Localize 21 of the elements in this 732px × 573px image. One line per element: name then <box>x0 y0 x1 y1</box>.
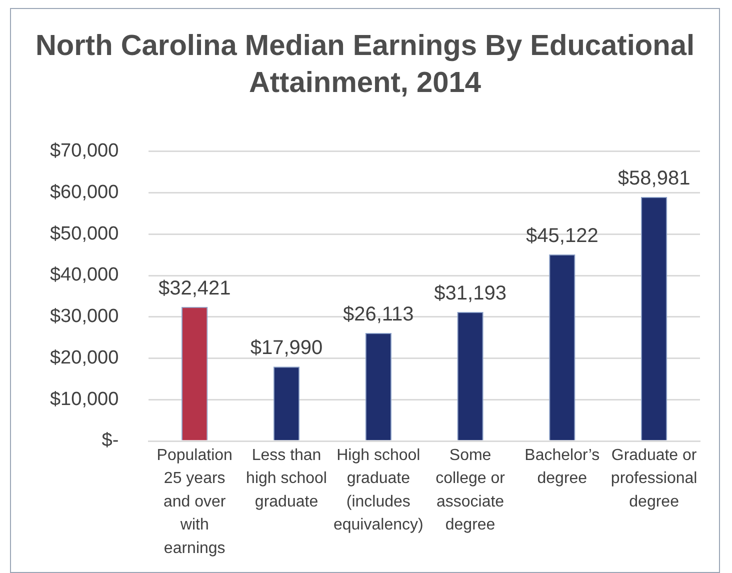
data-label: $32,421 <box>158 277 231 300</box>
x-tick-label: Some college or associate degree <box>436 447 506 534</box>
data-label: $58,981 <box>618 168 690 190</box>
x-tick-label: Bachelor’s degree <box>524 447 600 488</box>
data-label: $45,122 <box>526 224 598 247</box>
y-tick-label: $30,000 <box>50 306 119 328</box>
data-label: $26,113 <box>342 303 414 326</box>
chart-title: North Carolina Median Earnings By Educational Attainment, 2014 <box>34 29 696 101</box>
y-tick-label: $- <box>102 430 119 452</box>
data-label: $17,990 <box>250 337 323 360</box>
y-tick-label: $60,000 <box>50 182 119 204</box>
x-tick-label: Population 25 years and over with earnings <box>156 447 232 557</box>
y-tick-label: $70,000 <box>50 140 119 162</box>
x-tick-label: Less than high school graduate <box>246 447 327 510</box>
data-label: $31,193 <box>434 282 506 304</box>
x-tick-label: High school graduate (includes equivalency) <box>333 447 424 534</box>
y-tick-label: $50,000 <box>50 223 119 244</box>
y-tick-label: $40,000 <box>50 264 119 286</box>
y-tick-label: $10,000 <box>50 388 119 410</box>
y-tick-label: $20,000 <box>50 347 119 368</box>
x-tick-label: Graduate or professional degree <box>610 447 698 510</box>
